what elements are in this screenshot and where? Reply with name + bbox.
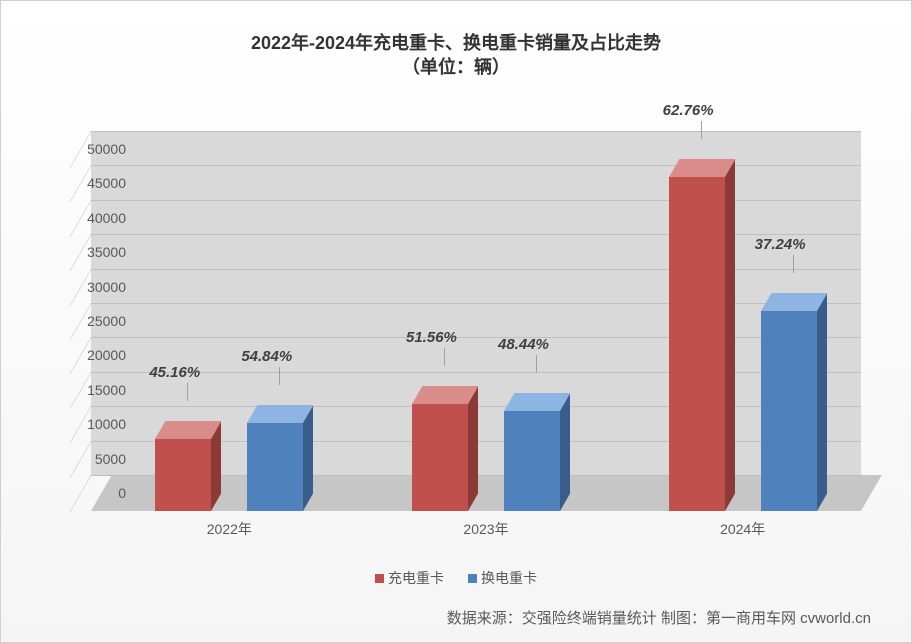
leader-line xyxy=(536,355,537,373)
leader-line xyxy=(793,255,794,273)
bar-data-label: 54.84% xyxy=(241,348,292,365)
gridline xyxy=(91,165,861,166)
plot-area: 45.16%54.84%51.56%48.44%62.76%37.24% xyxy=(91,131,861,511)
bar xyxy=(504,411,560,511)
bar-data-label: 51.56% xyxy=(406,329,457,346)
y-axis-label: 20000 xyxy=(66,347,126,363)
bar-data-label: 45.16% xyxy=(149,364,200,381)
y-axis-label: 25000 xyxy=(66,313,126,329)
gridline xyxy=(91,269,861,270)
y-axis-label: 0 xyxy=(66,485,126,501)
gridline xyxy=(91,131,861,132)
gridline xyxy=(91,200,861,201)
x-axis-label: 2024年 xyxy=(649,519,837,539)
bar xyxy=(761,311,817,511)
y-axis-label: 40000 xyxy=(66,210,126,226)
gridline xyxy=(91,234,861,235)
y-axis-label: 5000 xyxy=(66,451,126,467)
y-axis-label: 10000 xyxy=(66,416,126,432)
bar-data-label: 62.76% xyxy=(663,102,714,119)
y-axis-label: 45000 xyxy=(66,175,126,191)
y-axis-label: 50000 xyxy=(66,141,126,157)
gridline xyxy=(91,303,861,304)
leader-line xyxy=(187,383,188,401)
chart-title-line1: 2022年-2024年充电重卡、换电重卡销量及占比走势 xyxy=(1,29,911,55)
chart-title-line2: （单位：辆） xyxy=(1,53,911,79)
legend: 充电重卡 换电重卡 xyxy=(375,568,537,588)
gridline xyxy=(91,337,861,338)
y-axis-label: 35000 xyxy=(66,244,126,260)
leader-line xyxy=(444,348,445,366)
x-axis-label: 2023年 xyxy=(392,519,580,539)
bar xyxy=(247,423,303,511)
bar-data-label: 48.44% xyxy=(498,336,549,353)
chart-container: 2022年-2024年充电重卡、换电重卡销量及占比走势 （单位：辆） 45.16… xyxy=(0,0,912,643)
legend-swatch-icon xyxy=(468,574,477,583)
bar xyxy=(155,439,211,511)
gridline xyxy=(91,372,861,373)
y-axis-label: 15000 xyxy=(66,382,126,398)
x-axis-label: 2022年 xyxy=(135,519,323,539)
legend-item-charging: 充电重卡 xyxy=(375,568,444,588)
y-axis-label: 30000 xyxy=(66,279,126,295)
legend-swatch-icon xyxy=(375,574,384,583)
leader-line xyxy=(701,121,702,139)
legend-item-swap: 换电重卡 xyxy=(468,568,537,588)
legend-label: 充电重卡 xyxy=(388,568,444,588)
legend-label: 换电重卡 xyxy=(481,568,537,588)
bar xyxy=(669,177,725,511)
bar xyxy=(412,404,468,511)
bar-data-label: 37.24% xyxy=(755,236,806,253)
leader-line xyxy=(279,367,280,385)
source-text: 数据来源：交强险终端销量统计 制图：第一商用车网 cvworld.cn xyxy=(447,607,871,628)
